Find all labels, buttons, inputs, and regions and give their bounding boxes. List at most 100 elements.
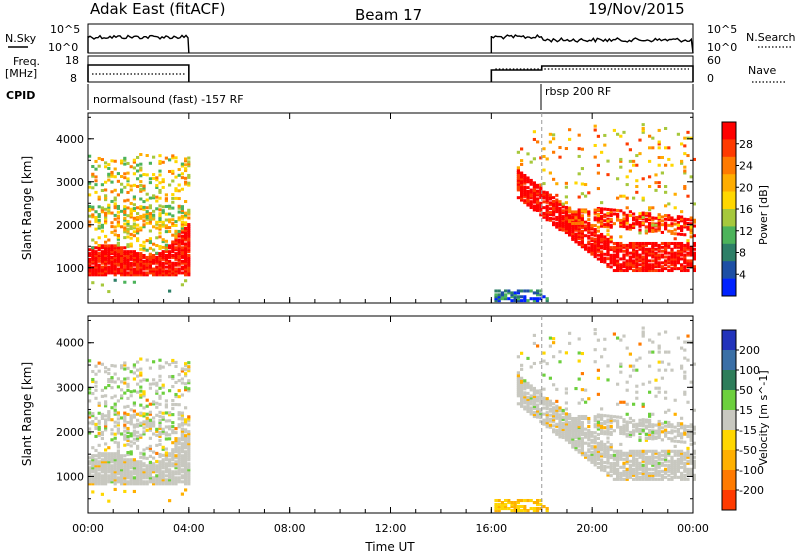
power-cell	[532, 130, 536, 134]
velocity-cell	[94, 388, 98, 392]
power-cell	[603, 225, 607, 229]
power-cell	[164, 271, 168, 275]
velocity-cell	[600, 431, 604, 435]
power-cell	[657, 128, 661, 132]
velocity-cell	[593, 461, 597, 465]
power-cell	[123, 172, 127, 176]
velocity-cell	[603, 464, 607, 469]
power-cell	[641, 261, 645, 265]
power-cell	[648, 249, 652, 253]
power-cell	[145, 221, 149, 225]
power-cell	[654, 253, 658, 257]
velocity-cell	[168, 464, 172, 468]
velocity-cell	[542, 396, 546, 400]
velocity-cell	[152, 360, 156, 364]
velocity-cell	[123, 460, 127, 464]
power-cell	[120, 259, 124, 263]
velocity-cell	[158, 434, 162, 438]
velocity-cell	[676, 469, 680, 473]
velocity-cell	[628, 430, 632, 434]
velocity-cell	[529, 365, 533, 369]
power-cell	[555, 221, 559, 225]
power-cell	[164, 193, 168, 197]
velocity-cell	[587, 438, 591, 442]
power-cell	[123, 158, 127, 162]
power-cell	[673, 267, 677, 271]
power-cell	[545, 216, 549, 220]
colorbar-swatch	[722, 209, 736, 227]
power-cell	[164, 199, 168, 203]
power-cell	[136, 177, 140, 181]
velocity-cell	[673, 469, 677, 473]
velocity-cell	[619, 449, 623, 453]
power-cell	[692, 243, 696, 247]
power-cell	[628, 263, 632, 267]
velocity-cell	[123, 454, 127, 458]
y-tick-label: 3000	[56, 176, 84, 189]
velocity-cell	[139, 480, 143, 484]
velocity-cell	[616, 402, 620, 406]
power-cell	[139, 243, 143, 247]
velocity-cell	[107, 478, 111, 482]
velocity-cell	[171, 464, 175, 468]
velocity-cell	[148, 476, 152, 480]
velocity-cell	[164, 482, 168, 486]
power-cell	[184, 230, 188, 234]
power-cell	[116, 248, 120, 252]
power-cell	[187, 273, 191, 277]
power-cell	[692, 251, 696, 255]
power-cell	[580, 209, 584, 213]
velocity-cell	[139, 433, 143, 437]
velocity-cell	[116, 429, 120, 433]
power-cell	[526, 199, 530, 203]
power-cell	[171, 248, 175, 252]
velocity-cell	[120, 476, 124, 480]
power-cell	[600, 246, 604, 250]
power-cell	[177, 189, 181, 193]
power-cell	[676, 251, 680, 255]
velocity-cell	[100, 362, 104, 366]
velocity-cell	[136, 368, 140, 372]
velocity-cell	[673, 459, 677, 463]
power-cell	[129, 188, 133, 192]
velocity-cell	[126, 472, 130, 476]
power-cell	[91, 246, 95, 250]
velocity-cell	[132, 489, 136, 494]
velocity-cell	[606, 465, 610, 469]
power-cell	[107, 269, 111, 273]
velocity-cell	[622, 471, 626, 475]
velocity-cell	[516, 371, 520, 375]
power-cell	[520, 289, 524, 293]
power-cell	[536, 191, 540, 195]
power-cell	[161, 205, 165, 209]
velocity-cell	[120, 432, 124, 436]
velocity-cell	[593, 328, 597, 332]
velocity-cell	[88, 462, 92, 466]
power-cell	[574, 210, 578, 214]
velocity-cell	[500, 504, 504, 509]
velocity-cell	[628, 469, 632, 473]
velocity-cell	[686, 477, 690, 481]
velocity-cell	[110, 478, 114, 482]
power-cell	[676, 220, 680, 224]
velocity-cell	[187, 468, 191, 472]
power-cell	[158, 227, 162, 231]
power-cell	[667, 218, 671, 222]
power-cell	[590, 242, 594, 246]
power-cell	[692, 255, 696, 259]
velocity-cell	[139, 403, 143, 407]
power-cell	[571, 232, 575, 236]
power-cell	[628, 245, 632, 249]
velocity-cell	[680, 455, 684, 459]
power-cell	[107, 203, 111, 207]
velocity-cell	[667, 473, 671, 477]
power-cell	[596, 225, 600, 229]
velocity-cell	[123, 468, 127, 472]
power-cell	[161, 269, 165, 273]
power-cell	[104, 194, 108, 198]
velocity-cell	[126, 476, 130, 480]
velocity-cell	[673, 473, 677, 477]
power-cell	[532, 157, 536, 161]
power-cell	[104, 180, 108, 184]
velocity-cell	[606, 424, 610, 428]
